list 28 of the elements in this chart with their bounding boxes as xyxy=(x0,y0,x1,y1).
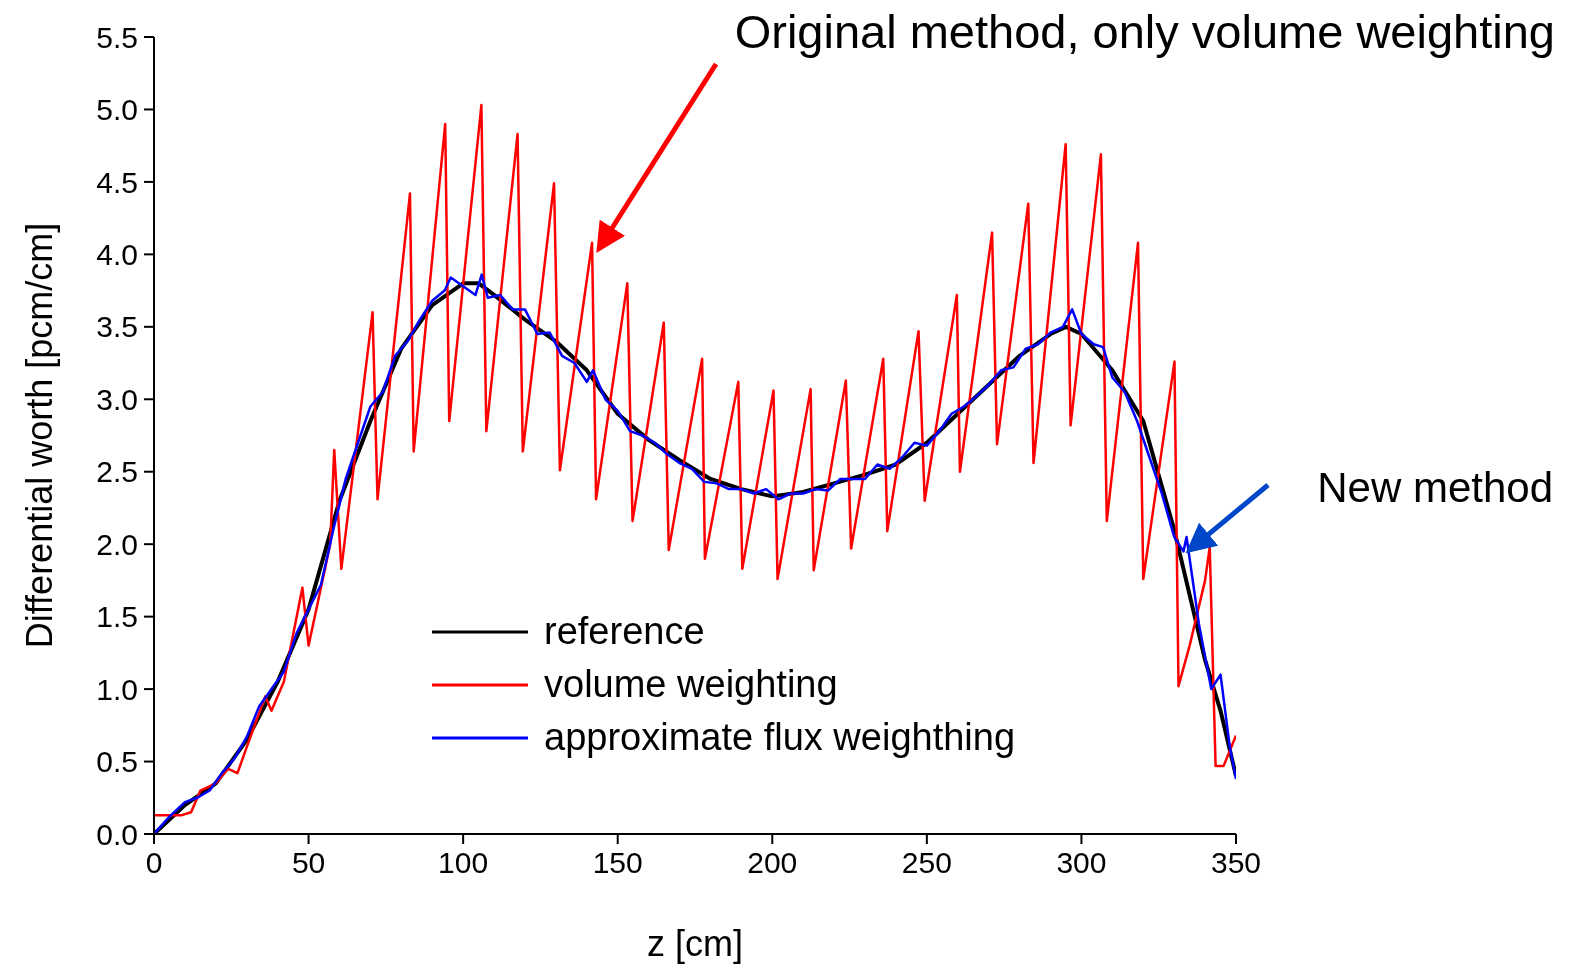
y-axis-title: Differential worth [pcm/cm] xyxy=(19,222,60,649)
x-tick-label: 350 xyxy=(1210,846,1262,880)
annotation: New method xyxy=(1317,464,1553,511)
y-tick-label: 3.5 xyxy=(96,310,138,344)
annotation: Original method, only volume weighting xyxy=(734,5,1555,58)
line-series xyxy=(154,103,1236,817)
y-tick-label: 4.0 xyxy=(96,238,138,272)
y-tick-label: 1.0 xyxy=(96,672,138,706)
legend-label: reference xyxy=(544,610,705,653)
y-tick-label: 2.0 xyxy=(96,527,138,561)
y-tick-label: 3.0 xyxy=(96,382,138,416)
y-tick-label: 2.5 xyxy=(96,455,138,489)
y-tick-label: 4.5 xyxy=(96,165,138,199)
x-tick-label: 300 xyxy=(1056,846,1107,880)
x-tick-label: 50 xyxy=(291,846,326,880)
x-tick-label: 200 xyxy=(747,846,798,880)
x-tick-label: 250 xyxy=(901,846,952,880)
x-axis-title: z [cm] xyxy=(647,923,743,964)
y-tick-label: 5.5 xyxy=(96,20,138,54)
y-tick-label: 1.5 xyxy=(96,600,138,634)
legend-label: volume weighting xyxy=(544,663,838,706)
legend-label: approximate flux weighthing xyxy=(544,716,1016,759)
y-tick-label: 5.0 xyxy=(96,93,138,127)
y-tick-label: 0.5 xyxy=(96,745,138,779)
x-tick-label: 150 xyxy=(592,846,643,880)
x-tick-label: 0 xyxy=(145,846,163,880)
y-tick-label: 0.0 xyxy=(96,817,138,851)
x-tick-label: 100 xyxy=(438,846,489,880)
